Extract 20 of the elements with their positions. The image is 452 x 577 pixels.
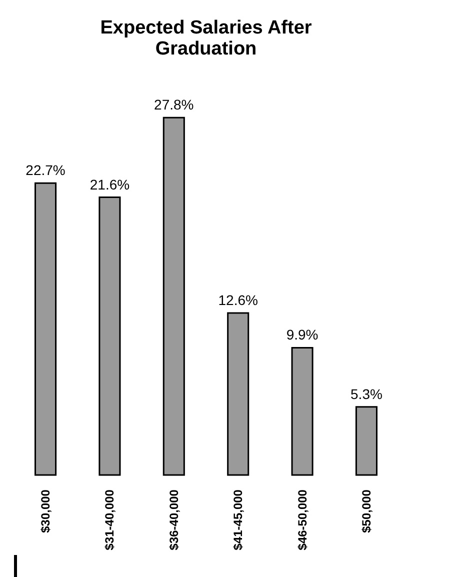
data-label: 9.9%: [286, 326, 318, 343]
text: Expected Salaries After: [100, 18, 312, 39]
bar: [291, 346, 314, 476]
x-tick-label: $41-45,000: [231, 489, 246, 550]
data-label: 5.3%: [350, 386, 382, 402]
x-tick-label: $30,000: [38, 489, 53, 533]
bar: [98, 196, 121, 476]
data-label: 12.6%: [218, 292, 258, 308]
x-tick-label: $50,000: [359, 489, 374, 533]
data-label: 27.8%: [154, 96, 194, 113]
x-tick-label: $36-40,000: [166, 489, 181, 550]
data-label: 21.6%: [90, 176, 130, 192]
bar: [227, 312, 250, 476]
bar: [34, 182, 57, 476]
x-tick-label: $31-40,000: [102, 489, 117, 550]
x-tick-label: $46-50,000: [295, 489, 310, 550]
bar: [162, 116, 185, 476]
bar: [355, 406, 378, 476]
data-label: 22.7%: [26, 162, 66, 178]
text: Graduation: [155, 38, 257, 60]
